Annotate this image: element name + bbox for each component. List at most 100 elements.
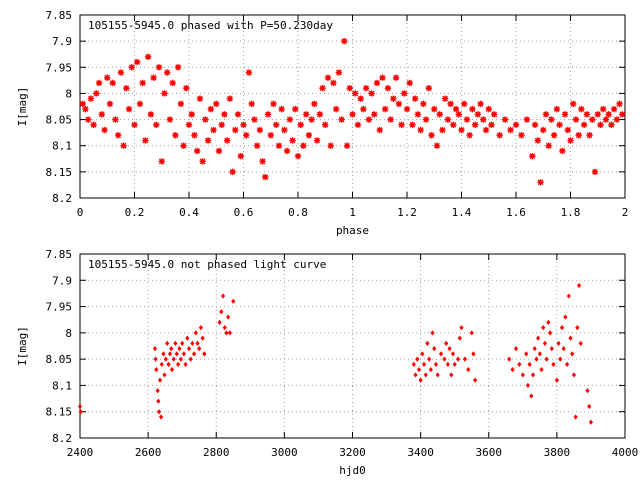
data-point [457, 335, 462, 341]
x-tick-label: 2 [622, 206, 629, 219]
data-point [571, 372, 576, 378]
x-tick-label: 0.8 [288, 206, 308, 219]
data-point-star [619, 111, 626, 118]
data-point [432, 346, 437, 352]
x-tick-label: 0.6 [234, 206, 254, 219]
data-point-star [177, 100, 185, 108]
data-point-star [204, 137, 212, 144]
data-point-star [245, 69, 253, 76]
y-axis-label: I[mag] [16, 87, 29, 127]
x-tick-label: 0.2 [125, 206, 145, 219]
data-point-star [431, 105, 438, 113]
data-point-star [406, 79, 413, 87]
data-point-star [589, 116, 596, 123]
data-point [226, 314, 231, 320]
data-point-star [275, 142, 283, 149]
data-point-star [362, 85, 370, 92]
data-point [427, 356, 432, 362]
data-point-star [610, 105, 618, 113]
data-point [558, 356, 563, 362]
data-point [77, 403, 83, 410]
data-point-star [608, 121, 615, 128]
data-point [551, 361, 556, 367]
data-point-star [215, 147, 223, 155]
data-point-star [605, 111, 612, 118]
data-point-star [553, 105, 561, 113]
data-point-star [373, 79, 381, 87]
data-point-star [319, 85, 326, 92]
data-point-star [174, 64, 182, 71]
data-point [171, 356, 176, 362]
data-point [157, 377, 163, 383]
data-point [559, 325, 565, 331]
data-point-star [213, 100, 220, 108]
data-point [421, 361, 427, 367]
data-point-star [485, 105, 492, 113]
data-point [190, 340, 195, 346]
data-point-star [474, 111, 482, 118]
data-point-star [300, 142, 307, 149]
data-point [169, 346, 174, 352]
plot-frame [79, 253, 626, 439]
chart-title: 105155-5945.0 phased with P=50.230day [88, 19, 333, 32]
data-point [174, 351, 179, 357]
data-point-star [322, 121, 329, 128]
data-point-star [232, 126, 239, 134]
data-point-star [125, 105, 133, 113]
data-point-star [134, 58, 141, 66]
data-point [158, 414, 164, 420]
data-point [173, 340, 178, 346]
data-point-star [540, 126, 547, 134]
data-point-star [286, 116, 294, 123]
data-point-star [311, 100, 318, 108]
data-point [430, 330, 435, 336]
data-point-star [591, 168, 599, 176]
data-point-star [477, 100, 484, 108]
x-tick-label: 1.6 [506, 206, 526, 219]
data-point-star [616, 100, 623, 108]
data-point-star [561, 111, 569, 118]
data-point [585, 388, 590, 394]
data-point [219, 309, 224, 315]
data-point-star [447, 100, 454, 108]
data-point-star [158, 158, 165, 165]
x-tick-label: 2400 [67, 446, 94, 459]
data-point-star [395, 100, 403, 108]
data-point-star [343, 142, 351, 149]
plot-frame [79, 14, 626, 199]
y-tick-label: 7.9 [52, 274, 72, 287]
data-point [202, 351, 207, 357]
x-axis-label: hjd0 [339, 464, 366, 477]
data-point-star [425, 85, 432, 92]
data-point [549, 346, 554, 352]
data-point [177, 346, 182, 352]
data-point [159, 361, 164, 367]
y-tick-label: 8.2 [52, 192, 72, 205]
data-point-star [545, 142, 552, 149]
x-axis-label: phase [336, 224, 369, 237]
data-point-star [550, 132, 558, 139]
data-point [413, 372, 418, 378]
data-point [78, 409, 83, 415]
data-point [456, 356, 461, 362]
data-point [167, 351, 173, 357]
data-point-star [281, 126, 288, 134]
data-point [587, 403, 592, 410]
data-point [220, 293, 226, 299]
data-point-star [95, 79, 103, 87]
data-point [193, 330, 198, 336]
data-point [161, 351, 166, 357]
data-point-star [185, 121, 193, 128]
data-point-star [120, 142, 127, 149]
y-tick-label: 8 [65, 327, 72, 340]
data-point [534, 356, 539, 362]
data-point-star [368, 90, 375, 97]
data-point-star [264, 111, 272, 118]
y-tick-label: 7.95 [46, 301, 73, 314]
data-point-star [542, 111, 550, 118]
data-point-star [613, 116, 621, 123]
data-point [156, 409, 162, 415]
data-point-star [278, 105, 285, 113]
data-point-star [466, 132, 473, 139]
